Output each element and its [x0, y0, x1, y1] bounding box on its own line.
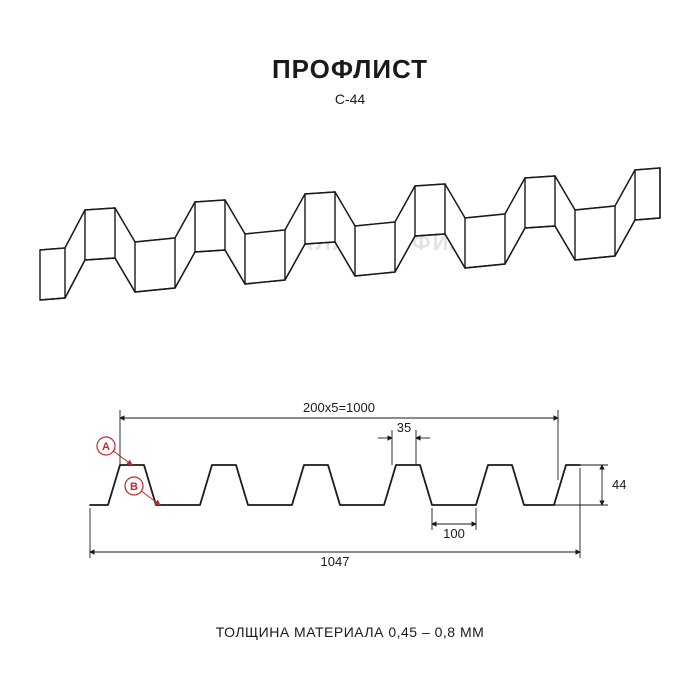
footer-note: ТОЛЩИНА МАТЕРИАЛА 0,45 – 0,8 ММ	[0, 624, 700, 640]
dim-valley-width: 100	[443, 526, 465, 541]
isometric-view	[30, 160, 670, 330]
page-subtitle: С-44	[0, 91, 700, 107]
title-block: ПРОФЛИСТ С-44	[0, 54, 700, 107]
marker-a-label: A	[102, 441, 110, 453]
dim-pitch: 200х5=1000	[303, 400, 375, 415]
dim-height: 44	[612, 477, 626, 492]
page: ПРОФЛИСТ С-44 МЕТАЛЛ ПРОФИЛЬ	[0, 0, 700, 700]
page-title: ПРОФЛИСТ	[0, 54, 700, 85]
dim-overall-width: 1047	[321, 554, 350, 569]
dim-top-width: 35	[397, 420, 411, 435]
marker-b-label: B	[130, 481, 138, 493]
cross-section-view: 200х5=1000 35 A B	[60, 380, 640, 580]
